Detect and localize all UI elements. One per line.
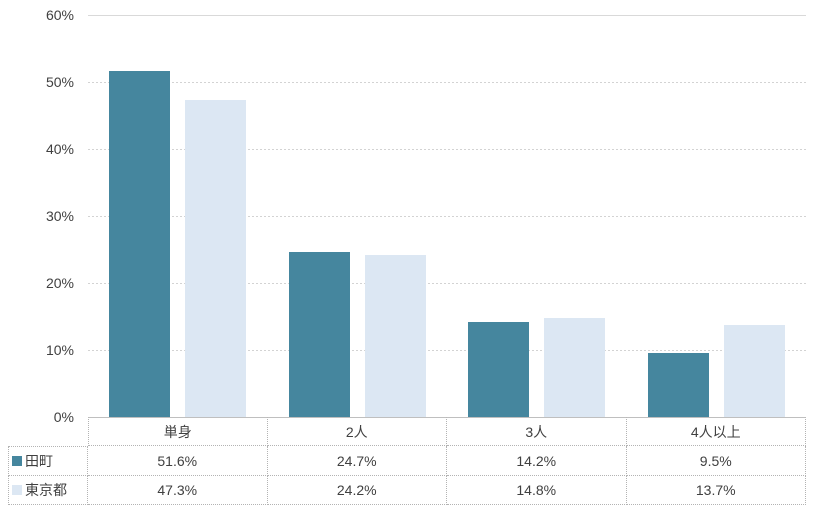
bar-s2-c2 bbox=[364, 254, 426, 417]
category-header-cell: 単身 bbox=[88, 417, 268, 446]
y-axis-tick-label: 50% bbox=[45, 74, 74, 90]
category-header-cell: 2人 bbox=[267, 417, 447, 446]
bar-s1-c2 bbox=[288, 251, 350, 417]
value-cell: 24.2% bbox=[267, 476, 447, 505]
bar-s2-c4 bbox=[723, 325, 785, 417]
bar-s1-c3 bbox=[468, 321, 530, 417]
y-axis-tick-label: 0% bbox=[53, 409, 74, 425]
y-axis-tick-label: 20% bbox=[45, 275, 74, 291]
bar-s1-c1 bbox=[109, 71, 171, 417]
value-cell: 24.7% bbox=[267, 446, 447, 476]
legend-cell: 東京都 bbox=[8, 476, 88, 505]
value-cell: 13.7% bbox=[626, 476, 806, 505]
legend-series-name: 東京都 bbox=[25, 482, 67, 498]
data-table: 単身 2人 3人 4人以上田町 51.6% 24.7% 14.2% 9.5% 東京都 47.3% 2… bbox=[8, 417, 806, 505]
legend-cell: 田町 bbox=[8, 446, 88, 476]
y-axis-tick-label: 10% bbox=[45, 342, 74, 358]
bar-s1-c4 bbox=[647, 353, 709, 417]
y-axis-tick-label: 60% bbox=[45, 7, 74, 23]
legend-color-swatch bbox=[12, 456, 22, 466]
category-header-cell: 3人 bbox=[447, 417, 627, 446]
category-header-cell: 4人以上 bbox=[626, 417, 806, 446]
gridline-50pct bbox=[88, 82, 806, 83]
value-cell: 47.3% bbox=[88, 476, 268, 505]
y-axis-tick-label: 40% bbox=[45, 141, 74, 157]
bar-s2-c3 bbox=[544, 317, 606, 417]
table-corner-cell bbox=[8, 417, 88, 446]
value-cell: 9.5% bbox=[626, 446, 806, 476]
legend-color-swatch bbox=[12, 485, 22, 495]
legend-series-name: 田町 bbox=[25, 453, 53, 469]
value-cell: 14.8% bbox=[447, 476, 627, 505]
value-cell: 14.2% bbox=[447, 446, 627, 476]
bar-s2-c1 bbox=[185, 100, 247, 417]
gridline-60pct bbox=[88, 15, 806, 16]
value-cell: 51.6% bbox=[88, 446, 268, 476]
y-axis-tick-label: 30% bbox=[45, 208, 74, 224]
